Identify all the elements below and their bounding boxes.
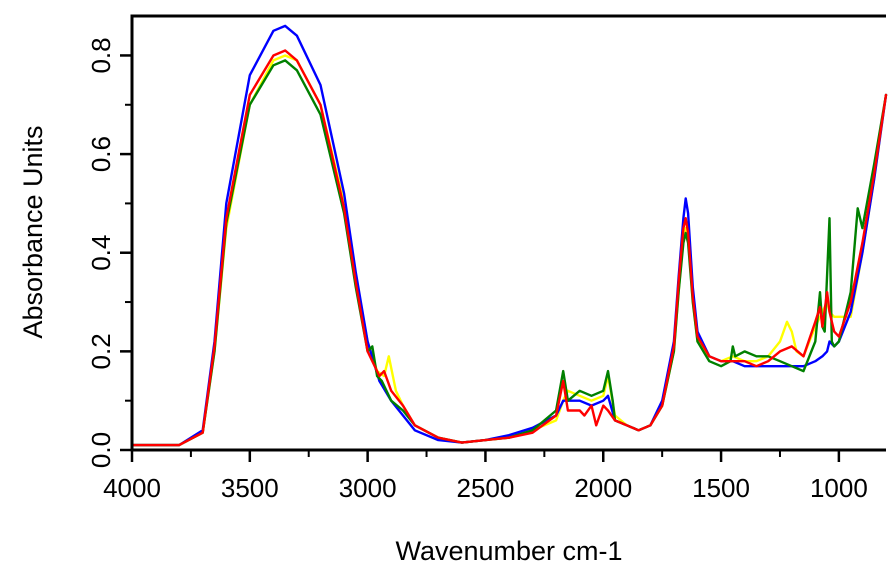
y-tick-label: 0.6 bbox=[86, 136, 116, 172]
x-tick-label: 1000 bbox=[810, 473, 868, 503]
x-tick-label: 3500 bbox=[221, 473, 279, 503]
y-tick-label: 0.8 bbox=[86, 37, 116, 73]
series-line-2 bbox=[132, 24, 888, 447]
plot-series-layer bbox=[132, 24, 888, 447]
y-tick-label: 0.0 bbox=[86, 432, 116, 468]
x-tick-label: 3000 bbox=[339, 473, 397, 503]
y-tick-label: 0.4 bbox=[86, 235, 116, 271]
y-tick-label: 0.2 bbox=[86, 333, 116, 369]
x-tick-label: 1500 bbox=[692, 473, 750, 503]
x-axis: 4000 3500 3000 2500 2000 1500 1000 bbox=[103, 14, 886, 503]
x-tick-label: 4000 bbox=[103, 473, 161, 503]
x-tick-label: 2500 bbox=[457, 473, 515, 503]
y-axis: 0.0 0.2 0.4 0.6 0.8 bbox=[86, 14, 134, 468]
y-axis-title: Absorbance Units bbox=[18, 125, 48, 338]
x-tick-label: 2000 bbox=[574, 473, 632, 503]
x-axis-title: Wavenumber cm-1 bbox=[395, 536, 622, 566]
series-line-4 bbox=[132, 49, 888, 447]
series-group bbox=[132, 24, 888, 447]
